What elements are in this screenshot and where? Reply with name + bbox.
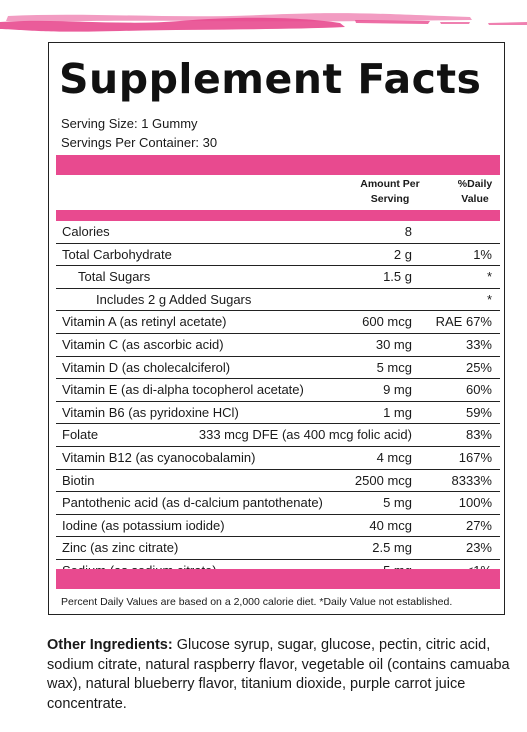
nutrient-label: Iodine (as potassium iodide) [62, 517, 225, 533]
nutrient-label: Includes 2 g Added Sugars [96, 291, 252, 307]
nutrient-daily-value: 1% [473, 246, 492, 262]
panel-title: Supplement Facts [59, 55, 482, 103]
nutrient-label: Biotin [62, 472, 95, 488]
nutrient-label: Vitamin B12 (as cyanocobalamin) [62, 449, 256, 465]
nutrient-label: Total Carbohydrate [62, 246, 172, 262]
nutrient-daily-value: RAE 67% [435, 314, 492, 330]
nutrient-amount: 2500 mcg [354, 472, 412, 488]
accent-band-middle [56, 210, 500, 221]
nutrient-daily-value: 8333% [451, 472, 492, 488]
nutrient-amount: 9 mg [383, 382, 412, 398]
nutrient-amount: 600 mcg [362, 314, 412, 330]
nutrient-label: Vitamin D (as cholecalciferol) [62, 359, 231, 375]
nutrient-amount: 5 mcg [376, 359, 412, 375]
servings-per-container: Servings Per Container: 30 [61, 135, 218, 150]
nutrient-daily-value: 167% [458, 449, 492, 465]
table-row: Total Sugars 1.5 g * [56, 266, 500, 289]
table-row: Vitamin B6 (as pyridoxine HCl) 1 mg 59% [56, 402, 500, 425]
table-row: Vitamin B12 (as cyanocobalamin) 4 mcg 167% [56, 447, 500, 470]
accent-band-bottom [56, 569, 500, 589]
nutrient-amount: 2 g [393, 246, 412, 262]
dv-header-line2: Value [461, 193, 489, 205]
daily-value-header: %Daily Value [449, 177, 501, 207]
nutrient-daily-value: 25% [465, 359, 492, 375]
table-row: Vitamin D (as cholecalciferol) 5 mcg 25% [56, 357, 500, 380]
nutrient-amount: 1 mg [383, 404, 412, 420]
other-ingredients: Other Ingredients: Glucose syrup, sugar,… [47, 636, 517, 714]
table-row: Vitamin A (as retinyl acetate) 600 mcg RAE… [56, 311, 500, 334]
nutrient-amount: 5 mg [383, 495, 412, 511]
supplement-facts-panel: Supplement Facts Serving Size: 1 Gummy S… [48, 42, 505, 615]
serving-size: Serving Size: 1 Gummy [61, 116, 198, 131]
dv-header-line1: %Daily [457, 178, 493, 190]
amount-header-line1: Amount Per [360, 178, 420, 190]
nutrient-label: Vitamin C (as ascorbic acid) [62, 336, 224, 352]
nutrient-table: Calories 8 Total Carbohydrate 2 g 1% Total Su… [56, 221, 500, 583]
nutrient-amount: 40 mcg [369, 517, 412, 533]
accent-band-top [56, 155, 500, 175]
nutrient-daily-value: 23% [465, 540, 492, 556]
table-row: Iodine (as potassium iodide) 40 mcg 27% [56, 515, 500, 538]
nutrient-label: Pantothenic acid (as d-calcium pantothen… [62, 495, 323, 511]
other-ingredients-text: Glucose syrup, sugar, glucose, pectin, c… [47, 637, 510, 712]
table-row: Vitamin E (as di-alpha tocopherol acetat… [56, 379, 500, 402]
nutrient-label: Vitamin A (as retinyl acetate) [62, 314, 227, 330]
daily-value-footnote: Percent Daily Values are based on a 2,00… [61, 596, 453, 608]
nutrient-amount: 1.5 g [383, 269, 412, 285]
nutrient-daily-value: 27% [465, 517, 492, 533]
other-ingredients-heading: Other Ingredients: [47, 637, 173, 653]
decorative-brush-stroke [0, 13, 527, 32]
amount-per-serving-header: Amount Per Serving [345, 177, 435, 207]
nutrient-daily-value: * [486, 291, 492, 307]
amount-header-line2: Serving [370, 193, 410, 205]
nutrient-daily-value: 83% [465, 427, 492, 443]
nutrient-label: Total Sugars [78, 269, 151, 285]
nutrient-label: Calories [62, 224, 110, 239]
nutrient-daily-value: 59% [465, 404, 492, 420]
nutrient-label: Vitamin E (as di-alpha tocopherol acetat… [62, 382, 304, 398]
nutrient-amount: 8 [404, 224, 412, 239]
nutrient-daily-value: 100% [458, 495, 492, 511]
table-row: Total Carbohydrate 2 g 1% [56, 244, 500, 267]
nutrient-amount: 333 mcg DFE (as 400 mcg folic acid) [198, 427, 412, 443]
nutrient-amount: 30 mg [375, 336, 412, 352]
nutrient-label: Vitamin B6 (as pyridoxine HCl) [62, 404, 239, 420]
table-row: Zinc (as zinc citrate) 2.5 mg 23% [56, 537, 500, 560]
nutrient-label: Folate [62, 427, 99, 443]
table-row: Pantothenic acid (as d-calcium pantothen… [56, 492, 500, 515]
nutrient-amount: 4 mcg [376, 449, 412, 465]
nutrient-amount: 2.5 mg [372, 540, 412, 556]
table-row: Calories 8 [56, 221, 500, 244]
nutrient-daily-value: * [486, 269, 492, 285]
table-row: Folate 333 mcg DFE (as 400 mcg folic acid… [56, 424, 500, 447]
table-row: Biotin 2500 mcg 8333% [56, 470, 500, 493]
table-row: Vitamin C (as ascorbic acid) 30 mg 33% [56, 334, 500, 357]
nutrient-label: Zinc (as zinc citrate) [62, 540, 179, 556]
nutrient-daily-value: 33% [465, 336, 492, 352]
table-row: Includes 2 g Added Sugars * [56, 289, 500, 312]
nutrient-daily-value: 60% [465, 382, 492, 398]
